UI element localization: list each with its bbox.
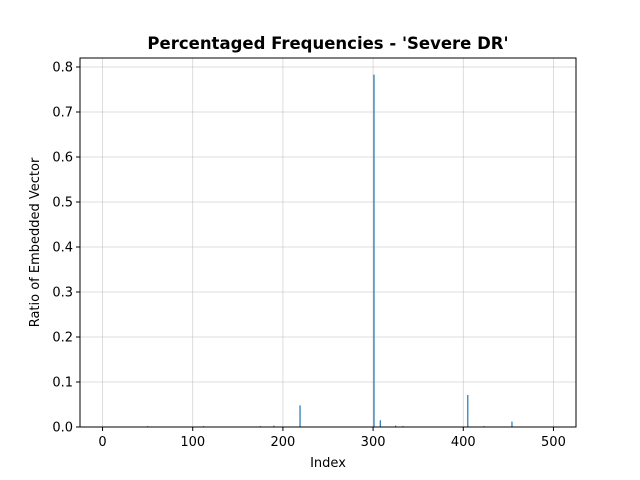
bar <box>395 425 397 427</box>
y-tick-label: 0.4 <box>52 241 73 256</box>
x-tick-label: 100 <box>180 435 205 450</box>
y-tick-label: 0.3 <box>52 286 73 301</box>
y-tick-label: 0.2 <box>52 331 73 346</box>
x-tick-label: 300 <box>361 435 386 450</box>
x-tick-label: 200 <box>270 435 295 450</box>
y-axis-label: Ratio of Embedded Vector <box>28 157 43 327</box>
y-axis-ticks: 0.0 0.1 0.2 0.3 0.4 0.5 0.6 0.7 0.8 <box>52 61 80 436</box>
y-tick-label: 0.8 <box>52 61 73 76</box>
x-tick-label: 0 <box>98 435 106 450</box>
x-axis-label: Index <box>310 456 346 471</box>
x-tick-label: 400 <box>451 435 476 450</box>
bar <box>373 74 375 428</box>
bar <box>273 425 275 427</box>
plot-frame <box>79 57 577 428</box>
bar <box>467 395 469 427</box>
bar <box>379 420 381 427</box>
y-tick-label: 0.6 <box>52 151 73 166</box>
y-tick-label: 0.0 <box>52 421 73 436</box>
x-axis-ticks: 0 100 200 300 400 500 <box>98 427 566 450</box>
y-tick-label: 0.5 <box>52 196 73 211</box>
bar <box>511 421 513 427</box>
chart-title: Percentaged Frequencies - 'Severe DR' <box>147 34 508 53</box>
grid <box>80 58 576 428</box>
y-tick-label: 0.1 <box>52 376 73 391</box>
x-tick-label: 500 <box>541 435 566 450</box>
bar <box>299 405 301 427</box>
y-tick-label: 0.7 <box>52 106 73 121</box>
